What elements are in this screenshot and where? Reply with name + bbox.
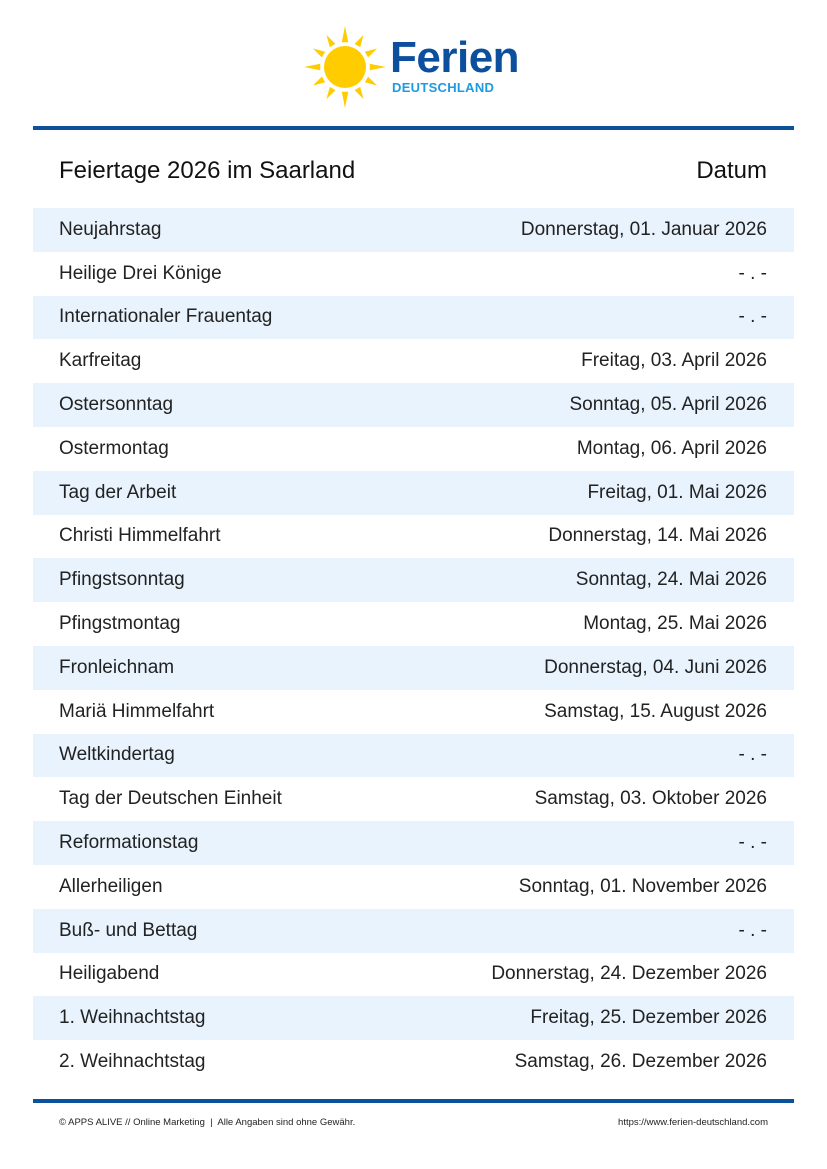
logo-brand: Ferien xyxy=(390,33,520,82)
holiday-date: Donnerstag, 14. Mai 2026 xyxy=(548,525,767,547)
holiday-name: Buß- und Bettag xyxy=(59,919,198,941)
table-row: Christi Himmelfahrt Donnerstag, 14. Mai 2… xyxy=(33,515,794,559)
table-header: Feiertage 2026 im Saarland Datum xyxy=(33,150,794,192)
holiday-date: - . - xyxy=(738,262,768,284)
holiday-date: Montag, 25. Mai 2026 xyxy=(583,613,767,635)
holiday-date: - . - xyxy=(738,919,768,941)
date-column-header: Datum xyxy=(696,157,767,184)
holiday-date: Samstag, 03. Oktober 2026 xyxy=(534,788,767,810)
bottom-divider xyxy=(33,1099,794,1103)
holiday-name: Pfingstmontag xyxy=(59,613,181,635)
holiday-name: 1. Weihnachtstag xyxy=(59,1007,206,1029)
holiday-date: Donnerstag, 01. Januar 2026 xyxy=(520,218,767,240)
holiday-name: 2. Weihnachtstag xyxy=(59,1051,206,1073)
holiday-name: Reformationstag xyxy=(59,832,199,854)
holiday-name: Mariä Himmelfahrt xyxy=(59,700,215,722)
holiday-date: Sonntag, 24. Mai 2026 xyxy=(575,569,767,591)
table-row: Buß- und Bettag - . - xyxy=(33,908,794,953)
holiday-name: Internationaler Frauentag xyxy=(59,306,273,328)
holiday-date: Donnerstag, 24. Dezember 2026 xyxy=(491,963,767,985)
holiday-name: Neujahrstag xyxy=(59,218,162,240)
table-row: Pfingstmontag Montag, 25. Mai 2026 xyxy=(33,602,794,646)
table-row: Mariä Himmelfahrt Samstag, 15. August 202… xyxy=(33,690,794,734)
holiday-date: Montag, 06. April 2026 xyxy=(576,437,767,459)
table-row: Weltkindertag - . - xyxy=(33,733,794,778)
holiday-date: - . - xyxy=(738,832,768,854)
holiday-date: Freitag, 03. April 2026 xyxy=(581,350,767,372)
table-row: Tag der Deutschen Einheit Samstag, 03. Ok… xyxy=(33,777,794,821)
table-row: 2. Weihnachtstag Samstag, 26. Dezember 20… xyxy=(33,1040,794,1084)
holiday-date: Sonntag, 05. April 2026 xyxy=(569,394,767,416)
top-divider xyxy=(33,126,794,130)
holiday-name: Heiligabend xyxy=(59,963,160,985)
table-row: Pfingstsonntag Sonntag, 24. Mai 2026 xyxy=(33,558,794,603)
holiday-name: Tag der Arbeit xyxy=(59,481,177,503)
holiday-name: Ostersonntag xyxy=(59,394,174,416)
holiday-date: Samstag, 15. August 2026 xyxy=(544,700,767,722)
table-row: Heilige Drei Könige - . - xyxy=(33,252,794,296)
holiday-name: Pfingstsonntag xyxy=(59,569,185,591)
footer-url[interactable]: https://www.ferien-deutschland.com xyxy=(618,1117,768,1128)
holiday-date: - . - xyxy=(738,744,768,766)
table-row: Ostermontag Montag, 06. April 2026 xyxy=(33,427,794,471)
holiday-name: Christi Himmelfahrt xyxy=(59,525,221,547)
holiday-date: - . - xyxy=(738,306,768,328)
holiday-name: Ostermontag xyxy=(59,437,169,459)
table-row: Internationaler Frauentag - . - xyxy=(33,295,794,340)
holiday-name: Allerheiligen xyxy=(59,875,163,897)
table-row: Reformationstag - . - xyxy=(33,821,794,865)
holiday-name: Tag der Deutschen Einheit xyxy=(59,788,282,810)
holiday-date: Freitag, 25. Dezember 2026 xyxy=(530,1007,767,1029)
page-title: Feiertage 2026 im Saarland xyxy=(59,157,356,184)
sun-icon xyxy=(304,26,386,108)
holiday-name: Karfreitag xyxy=(59,350,142,372)
table-row: Ostersonntag Sonntag, 05. April 2026 xyxy=(33,383,794,427)
table-row: Tag der Arbeit Freitag, 01. Mai 2026 xyxy=(33,470,794,515)
holiday-name: Weltkindertag xyxy=(59,744,175,766)
logo: Ferien DEUTSCHLAND xyxy=(300,24,530,114)
table-row: 1. Weihnachtstag Freitag, 25. Dezember 20… xyxy=(33,996,794,1041)
footer: © APPS ALIVE // Online Marketing | Alle … xyxy=(59,1117,768,1128)
holiday-name: Fronleichnam xyxy=(59,656,175,678)
table-row: Fronleichnam Donnerstag, 04. Juni 2026 xyxy=(33,645,794,690)
table-row: Karfreitag Freitag, 03. April 2026 xyxy=(33,339,794,383)
table-row: Heiligabend Donnerstag, 24. Dezember 2026 xyxy=(33,953,794,997)
table-row: Allerheiligen Sonntag, 01. November 2026 xyxy=(33,865,794,909)
table-row: Neujahrstag Donnerstag, 01. Januar 2026 xyxy=(33,208,794,252)
holiday-table: Neujahrstag Donnerstag, 01. Januar 2026 He… xyxy=(33,208,794,1084)
logo-subtitle: DEUTSCHLAND xyxy=(392,80,495,95)
holiday-name: Heilige Drei Könige xyxy=(59,262,222,284)
holiday-date: Freitag, 01. Mai 2026 xyxy=(587,481,767,503)
holiday-date: Samstag, 26. Dezember 2026 xyxy=(514,1051,767,1073)
holiday-date: Donnerstag, 04. Juni 2026 xyxy=(544,656,767,678)
holiday-date: Sonntag, 01. November 2026 xyxy=(518,875,767,897)
footer-copyright: © APPS ALIVE // Online Marketing | Alle … xyxy=(59,1117,356,1128)
